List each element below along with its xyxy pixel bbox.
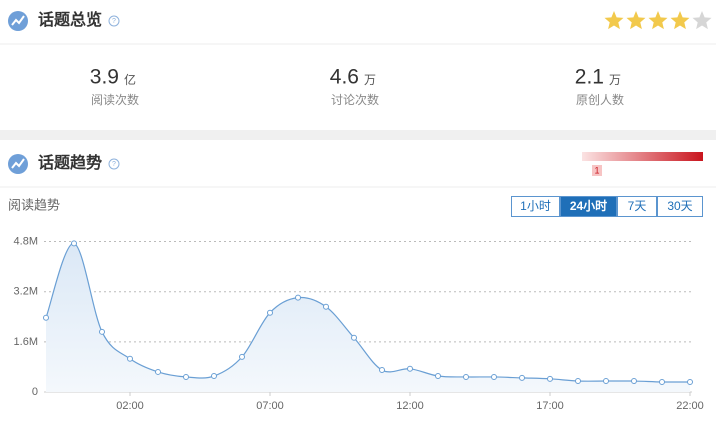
help-icon[interactable]: ? xyxy=(108,15,120,27)
tab-label[interactable]: 30天 xyxy=(667,199,692,213)
heat-marker-label: 1 xyxy=(594,165,599,175)
stat-value: 4.6 xyxy=(330,66,359,89)
section-title: 话题总览 xyxy=(38,10,102,29)
x-tick-label: 02:00 xyxy=(116,400,144,412)
overview-icon xyxy=(8,11,28,31)
section-title: 话题趋势 xyxy=(38,153,102,172)
data-point xyxy=(379,367,385,374)
data-point xyxy=(43,314,49,321)
stat-value: 2.1 xyxy=(575,66,604,89)
data-point xyxy=(71,240,77,247)
heat-bar xyxy=(582,152,703,161)
stat-unit: 万 xyxy=(364,73,376,87)
chart-subtitle: 阅读趋势 xyxy=(8,197,60,212)
rating-star xyxy=(604,11,624,30)
data-point xyxy=(239,353,245,360)
svg-text:?: ? xyxy=(112,161,116,168)
tab-label[interactable]: 7天 xyxy=(628,199,647,213)
y-tick-label: 1.6M xyxy=(14,336,38,348)
tab-button[interactable] xyxy=(657,196,703,217)
data-point xyxy=(351,334,357,341)
data-point xyxy=(659,378,665,385)
rating-star xyxy=(626,11,646,30)
heat-marker xyxy=(592,165,602,176)
y-tick-label: 0 xyxy=(32,386,38,398)
tab-button[interactable] xyxy=(511,196,560,217)
data-point xyxy=(183,373,189,380)
section-gap xyxy=(0,130,716,140)
rating-star xyxy=(670,11,690,30)
stat-unit: 亿 xyxy=(124,72,136,87)
trend-icon xyxy=(8,154,28,174)
stat-label: 讨论次数 xyxy=(331,92,379,107)
data-point xyxy=(603,378,609,385)
data-point xyxy=(519,374,525,381)
stat-unit: 万 xyxy=(609,73,621,87)
rating-star xyxy=(648,11,668,30)
data-point xyxy=(575,378,581,385)
data-point xyxy=(435,373,441,380)
data-point xyxy=(631,378,637,385)
y-tick-label: 3.2M xyxy=(14,286,38,298)
x-tick-label: 22:00 xyxy=(676,400,704,412)
x-tick-label: 17:00 xyxy=(536,400,564,412)
help-icon[interactable]: ? xyxy=(108,158,120,170)
data-point xyxy=(99,328,105,335)
svg-text:?: ? xyxy=(112,18,116,25)
tab-label[interactable]: 1小时 xyxy=(520,199,551,213)
tab-button[interactable] xyxy=(560,196,617,217)
x-tick-label: 12:00 xyxy=(396,400,424,412)
rating-star xyxy=(692,11,712,30)
data-point xyxy=(687,378,693,385)
data-point xyxy=(127,355,133,362)
tab-label[interactable]: 24小时 xyxy=(570,198,607,213)
data-point xyxy=(323,303,329,310)
tab-button[interactable] xyxy=(617,196,657,217)
line-area xyxy=(46,243,690,392)
stat-label: 原创人数 xyxy=(576,92,624,107)
data-point xyxy=(463,373,469,380)
data-point xyxy=(295,294,301,301)
data-point xyxy=(547,375,553,382)
x-tick-label: 07:00 xyxy=(256,400,284,412)
data-point xyxy=(267,309,273,316)
y-tick-label: 4.8M xyxy=(14,235,38,247)
stat-label: 阅读次数 xyxy=(91,92,139,107)
data-point xyxy=(491,373,497,380)
data-point xyxy=(211,373,217,380)
stat-value: 3.9 xyxy=(90,66,119,89)
data-point xyxy=(407,365,413,372)
data-point xyxy=(155,368,161,375)
